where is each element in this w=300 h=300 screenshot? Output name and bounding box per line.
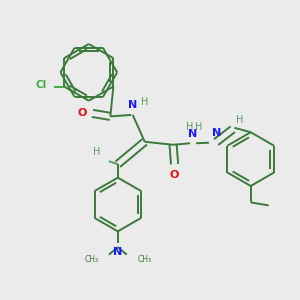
Text: H: H xyxy=(195,122,202,132)
Text: N: N xyxy=(128,100,137,110)
Text: CH₃: CH₃ xyxy=(137,255,152,264)
Text: O: O xyxy=(77,107,86,118)
Text: H: H xyxy=(92,147,100,157)
Text: O: O xyxy=(170,169,179,180)
Text: N: N xyxy=(188,129,197,139)
Text: N: N xyxy=(113,247,122,257)
Text: H: H xyxy=(236,115,243,125)
Text: CH₃: CH₃ xyxy=(84,255,98,264)
Text: Cl: Cl xyxy=(35,80,46,90)
Text: H: H xyxy=(141,98,148,107)
Text: N: N xyxy=(212,128,222,138)
Text: H: H xyxy=(186,122,193,132)
